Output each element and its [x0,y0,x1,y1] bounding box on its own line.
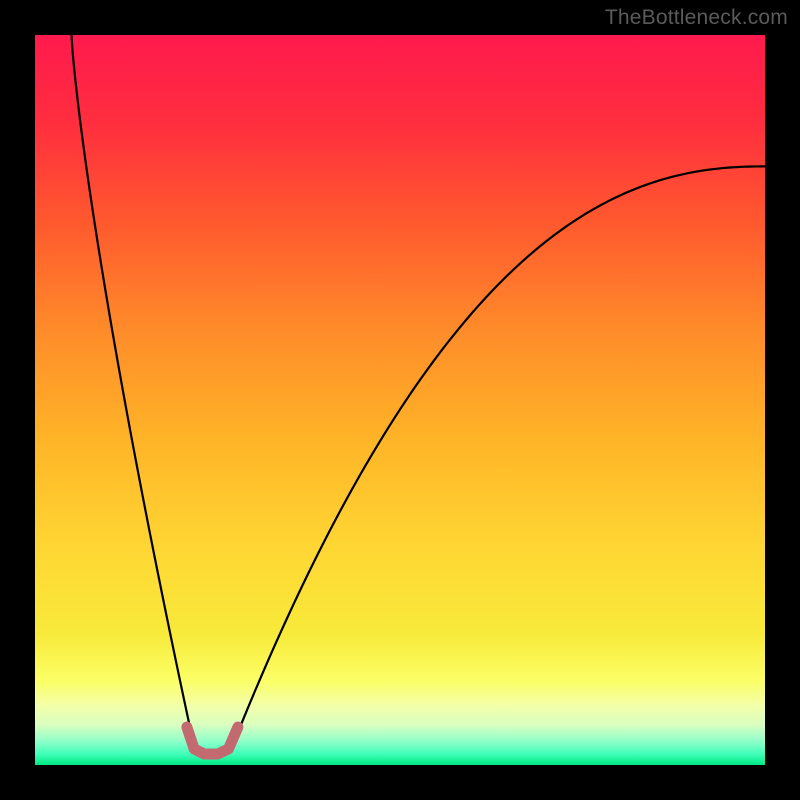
chart-canvas: TheBottleneck.com [0,0,800,800]
watermark-text: TheBottleneck.com [605,6,788,30]
plot-background [35,35,765,765]
bottleneck-chart [0,0,800,800]
